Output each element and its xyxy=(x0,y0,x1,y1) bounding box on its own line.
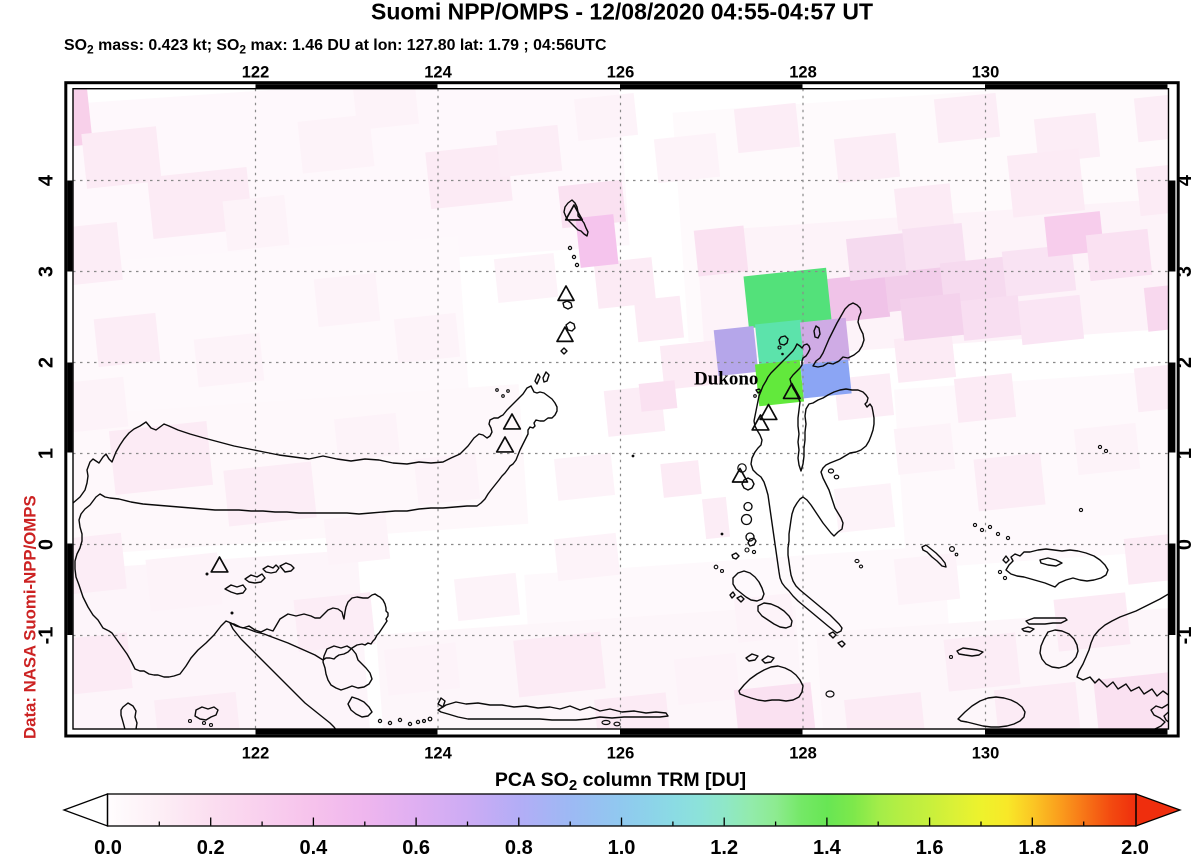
svg-text:0.4: 0.4 xyxy=(299,837,328,855)
svg-text:0.6: 0.6 xyxy=(402,837,430,855)
svg-text:124: 124 xyxy=(424,64,452,82)
svg-text:3: 3 xyxy=(36,266,58,277)
svg-text:126: 126 xyxy=(607,64,635,82)
svg-text:122: 122 xyxy=(242,64,270,82)
svg-text:-1: -1 xyxy=(36,627,58,645)
svg-text:2: 2 xyxy=(36,357,58,368)
svg-text:124: 124 xyxy=(424,745,452,763)
svg-text:0.0: 0.0 xyxy=(94,837,122,855)
svg-text:1.2: 1.2 xyxy=(710,837,738,855)
svg-text:-1: -1 xyxy=(1174,627,1196,645)
svg-text:130: 130 xyxy=(972,745,1000,763)
svg-text:4: 4 xyxy=(1174,174,1196,186)
svg-text:Suomi NPP/OMPS - 12/08/2020 04: Suomi NPP/OMPS - 12/08/2020 04:55-04:57 … xyxy=(371,0,874,25)
svg-text:1.4: 1.4 xyxy=(813,837,842,855)
svg-text:2: 2 xyxy=(1174,357,1196,368)
svg-text:PCA SO2 column TRM [DU]: PCA SO2 column TRM [DU] xyxy=(495,769,746,794)
svg-text:1.0: 1.0 xyxy=(608,837,636,855)
svg-text:0.8: 0.8 xyxy=(505,837,533,855)
svg-text:128: 128 xyxy=(789,64,817,82)
svg-text:1.6: 1.6 xyxy=(916,837,944,855)
svg-text:128: 128 xyxy=(789,745,817,763)
svg-text:Dukono: Dukono xyxy=(694,369,758,390)
svg-text:0: 0 xyxy=(1174,539,1196,550)
svg-text:3: 3 xyxy=(1174,266,1196,277)
svg-text:0.2: 0.2 xyxy=(197,837,225,855)
svg-text:122: 122 xyxy=(242,745,270,763)
svg-text:1.8: 1.8 xyxy=(1018,837,1046,855)
svg-text:1: 1 xyxy=(1174,448,1196,459)
svg-text:Data: NASA Suomi-NPP/OMPS: Data: NASA Suomi-NPP/OMPS xyxy=(21,495,40,739)
svg-text:130: 130 xyxy=(972,64,1000,82)
svg-text:SO2 mass: 0.423 kt; SO2 max: 1: SO2 mass: 0.423 kt; SO2 max: 1.46 DU at … xyxy=(64,37,607,57)
svg-text:0: 0 xyxy=(36,539,58,550)
svg-text:4: 4 xyxy=(36,174,58,186)
svg-text:126: 126 xyxy=(607,745,635,763)
svg-text:2.0: 2.0 xyxy=(1121,837,1149,855)
svg-text:1: 1 xyxy=(36,448,58,459)
